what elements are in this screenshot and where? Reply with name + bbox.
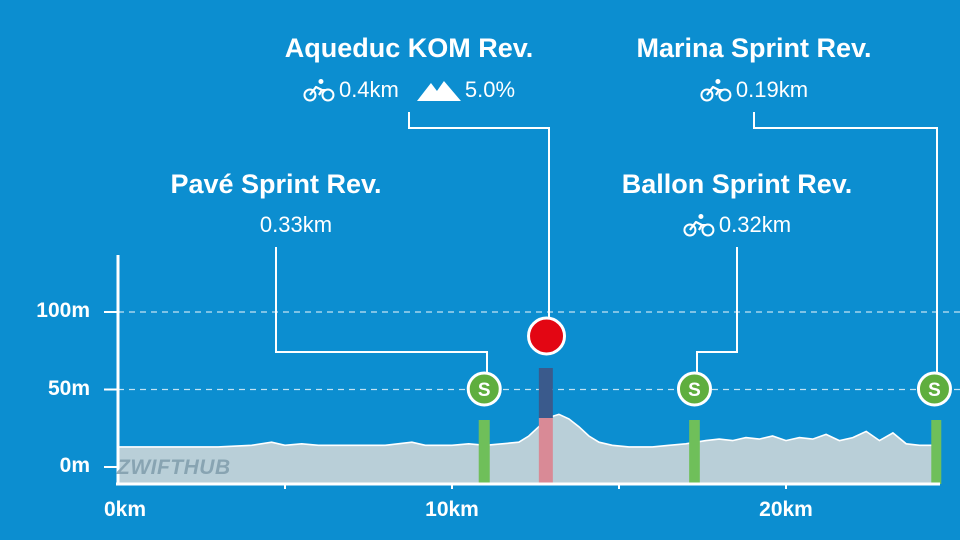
segment-stats-pave-sprint: 0.33km — [260, 212, 332, 238]
sprint-marker — [916, 371, 952, 407]
sprint-marker — [676, 371, 712, 407]
segment-title-aqueduc-kom: Aqueduc KOM Rev. — [284, 33, 534, 63]
sprint-badge-label: S — [478, 380, 491, 401]
sprint-marker — [466, 371, 502, 407]
sprint-badge-label: S — [928, 380, 941, 401]
kom-segment-bar — [538, 418, 553, 484]
kom-marker — [527, 316, 567, 356]
mountain-icon — [416, 79, 461, 101]
segment-stats-marina-sprint: 0.19km — [700, 77, 808, 103]
segment-title-pave-sprint: Pavé Sprint Rev. — [170, 169, 382, 199]
segment-title-ballon-sprint: Ballon Sprint Rev. — [621, 169, 853, 199]
bike-icon — [683, 213, 715, 237]
bike-icon — [700, 78, 732, 102]
segment-grade: 5.0% — [464, 77, 516, 102]
segment-title-marina-sprint: Marina Sprint Rev. — [636, 33, 872, 63]
segment-stats-ballon-sprint: 0.32km — [683, 212, 791, 238]
watermark-logo: ZWIFTHUB — [117, 456, 231, 479]
segment-length: 0.4km — [338, 77, 399, 102]
x-tick-label: 10km — [425, 498, 479, 521]
y-tick-label: 50m — [47, 376, 90, 400]
annotation-leader-line — [696, 247, 738, 373]
annotation-leader-line — [275, 247, 488, 373]
y-tick-label: 0m — [59, 454, 90, 477]
bike-icon — [303, 78, 335, 102]
x-tick-label: 20km — [759, 498, 813, 521]
sprint-segment-bar — [478, 420, 490, 484]
kom-segment-bar — [538, 368, 553, 418]
y-tick-label: 100m — [36, 299, 90, 322]
segment-length: 0.19km — [735, 77, 809, 102]
segment-length: 0.32km — [718, 212, 792, 237]
sprint-segment-bar — [931, 420, 942, 484]
segment-stats-aqueduc-kom: 0.4km 5.0% — [303, 77, 515, 103]
segment-length: 0.33km — [259, 212, 333, 237]
elevation-line — [118, 413, 940, 448]
annotation-leader-line — [408, 112, 550, 318]
sprint-segment-bar — [689, 420, 700, 484]
sprint-badge-label: S — [688, 380, 701, 401]
x-tick-label: 0km — [103, 498, 147, 521]
elevation-area — [118, 414, 940, 484]
annotation-leader-line — [753, 112, 938, 373]
